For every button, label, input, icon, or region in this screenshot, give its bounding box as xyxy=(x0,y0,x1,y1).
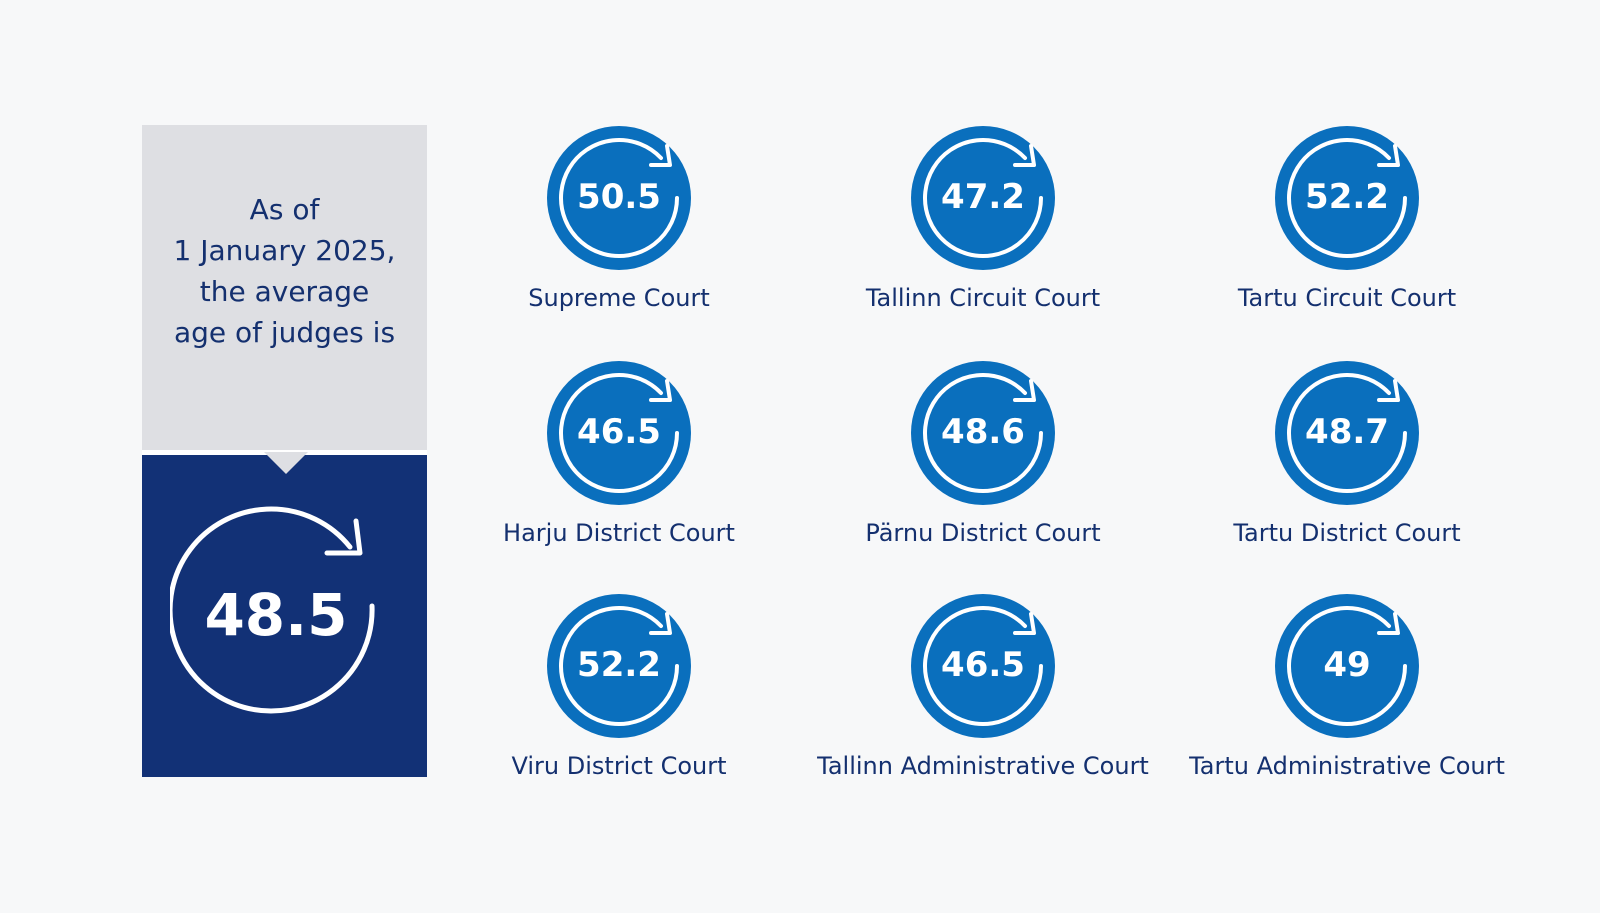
court-card: 50.5 Supreme Court xyxy=(449,125,789,325)
court-age-value: 52.2 xyxy=(577,645,661,685)
circular-arrow-icon xyxy=(547,594,691,738)
court-age-value: 46.5 xyxy=(577,412,661,452)
circular-arrow-icon xyxy=(1275,361,1419,505)
court-name: Tartu Administrative Court xyxy=(1189,752,1505,780)
court-age-value: 49 xyxy=(1323,645,1371,685)
court-card: 47.2 Tallinn Circuit Court xyxy=(813,125,1153,325)
court-card: 52.2 Viru District Court xyxy=(449,593,789,793)
intro-line: As of xyxy=(249,193,320,226)
court-age-value: 50.5 xyxy=(577,177,661,217)
court-name: Tartu Circuit Court xyxy=(1237,284,1457,312)
circular-arrow-icon xyxy=(911,361,1055,505)
intro-line: the average xyxy=(199,275,370,308)
court-age-value: 46.5 xyxy=(941,645,1025,685)
circular-arrow-icon xyxy=(1275,126,1419,270)
circular-arrow-icon xyxy=(170,506,375,714)
intro-line: 1 January 2025, xyxy=(173,234,396,267)
callout-pointer xyxy=(264,452,308,474)
circular-arrow-icon xyxy=(911,594,1055,738)
circular-arrow-icon xyxy=(911,126,1055,270)
average-age-value: 48.5 xyxy=(204,581,348,649)
court-name: Tallinn Administrative Court xyxy=(817,752,1149,780)
court-name: Harju District Court xyxy=(503,519,735,547)
court-card: 46.5 Tallinn Administrative Court xyxy=(813,593,1153,793)
court-card: 49 Tartu Administrative Court xyxy=(1177,593,1517,793)
court-card: 52.2 Tartu Circuit Court xyxy=(1177,125,1517,325)
intro-text: As of 1 January 2025, the average age of… xyxy=(142,189,427,353)
court-name: Pärnu District Court xyxy=(865,519,1101,547)
court-name: Viru District Court xyxy=(511,752,727,780)
court-name: Supreme Court xyxy=(528,284,710,312)
court-age-value: 47.2 xyxy=(941,177,1025,217)
court-card: 48.6 Pärnu District Court xyxy=(813,360,1153,560)
circular-arrow-icon xyxy=(547,126,691,270)
court-name: Tallinn Circuit Court xyxy=(865,284,1101,312)
court-age-value: 48.7 xyxy=(1305,412,1389,452)
court-age-value: 48.6 xyxy=(941,412,1025,452)
intro-panel: As of 1 January 2025, the average age of… xyxy=(142,125,427,450)
court-card: 48.7 Tartu District Court xyxy=(1177,360,1517,560)
court-name: Tartu District Court xyxy=(1233,519,1461,547)
circular-arrow-icon xyxy=(547,361,691,505)
court-age-value: 52.2 xyxy=(1305,177,1389,217)
court-card: 46.5 Harju District Court xyxy=(449,360,789,560)
circular-arrow-icon xyxy=(1275,594,1419,738)
intro-line: age of judges is xyxy=(173,316,396,349)
